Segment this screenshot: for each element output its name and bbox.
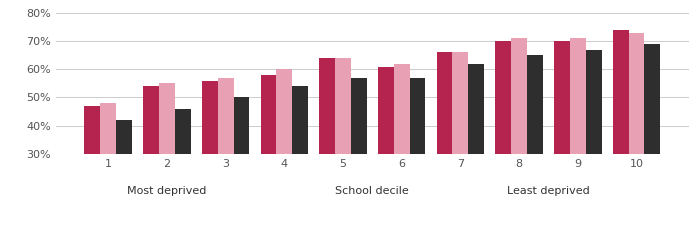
Bar	[260, 75, 276, 238]
Bar	[452, 53, 468, 238]
Bar	[159, 83, 175, 238]
Bar	[468, 64, 484, 238]
Bar	[378, 66, 394, 238]
Bar	[586, 50, 601, 238]
Text: School decile: School decile	[335, 186, 409, 196]
Bar	[511, 38, 527, 238]
Bar	[319, 58, 335, 238]
Bar	[202, 81, 218, 238]
Bar	[570, 38, 586, 238]
Bar	[335, 58, 351, 238]
Bar	[394, 64, 410, 238]
Bar	[234, 97, 249, 238]
Text: Least deprived: Least deprived	[507, 186, 590, 196]
Bar	[496, 41, 511, 238]
Bar	[116, 120, 132, 238]
Bar	[100, 103, 116, 238]
Bar	[292, 86, 308, 238]
Text: Most deprived: Most deprived	[127, 186, 207, 196]
Bar	[554, 41, 570, 238]
Bar	[143, 86, 159, 238]
Bar	[527, 55, 543, 238]
Bar	[276, 69, 292, 238]
Bar	[628, 33, 644, 238]
Bar	[218, 78, 234, 238]
Bar	[351, 78, 367, 238]
Bar	[175, 109, 191, 238]
Bar	[612, 30, 628, 238]
Bar	[644, 44, 661, 238]
Bar	[436, 53, 452, 238]
Bar	[84, 106, 100, 238]
Bar	[410, 78, 425, 238]
